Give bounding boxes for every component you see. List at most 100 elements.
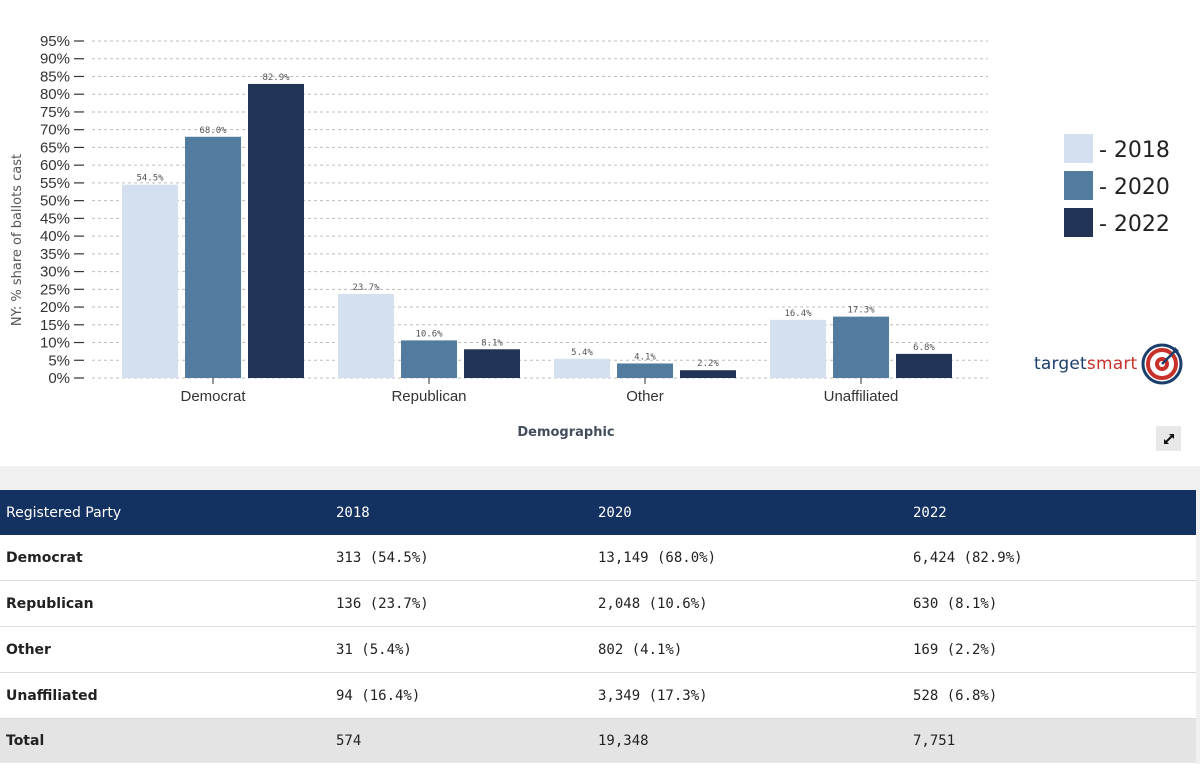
y-tick-label: 60% <box>40 157 70 174</box>
table-row: Democrat 313 (54.5%) 13,149 (68.0%) 6,42… <box>0 535 1196 581</box>
value-cell: 313 (54.5%) <box>330 535 592 581</box>
total-cell: 574 <box>330 718 592 763</box>
brand-name: targetsmart <box>1034 354 1138 374</box>
y-axis-title: NY: % share of ballots cast <box>10 154 25 326</box>
legend-label: - 2018 <box>1099 138 1170 163</box>
y-tick-label: 55% <box>40 175 70 192</box>
data-label: 2.2% <box>697 359 719 369</box>
section-divider <box>0 466 1200 490</box>
value-cell: 2,048 (10.6%) <box>592 580 907 627</box>
x-tick-label: Democrat <box>180 388 246 405</box>
value-cell: 169 (2.2%) <box>907 626 1196 673</box>
value-cell: 6,424 (82.9%) <box>907 535 1196 581</box>
x-axis-title: Demographic <box>517 425 614 440</box>
bar <box>338 293 394 378</box>
data-label: 68.0% <box>199 126 227 136</box>
value-cell: 136 (23.7%) <box>330 580 592 627</box>
bar <box>680 370 736 378</box>
value-cell: 630 (8.1%) <box>907 580 1196 627</box>
x-axis: Democrat Republican Other Unaffiliated <box>180 378 898 405</box>
bar <box>896 353 952 378</box>
targetsmart-logo: targetsmart <box>1034 342 1183 386</box>
value-cell: 528 (6.8%) <box>907 672 1196 719</box>
y-tick-label: 95% <box>40 33 70 50</box>
x-tick-label: Unaffiliated <box>824 388 899 405</box>
value-cell: 31 (5.4%) <box>330 626 592 673</box>
value-cell: 94 (16.4%) <box>330 672 592 719</box>
y-tick-label: 25% <box>40 281 70 298</box>
party-cell: Republican <box>0 580 330 627</box>
value-cell: 13,149 (68.0%) <box>592 535 907 581</box>
header-2020: 2020 <box>592 490 907 535</box>
data-label: 8.1% <box>481 338 503 348</box>
bar <box>617 363 673 378</box>
total-cell: 7,751 <box>907 718 1196 763</box>
bar-chart: 0%5%10%15%20%25%30%35%40%45%50%55%60%65%… <box>10 33 1170 440</box>
results-table: Registered Party 2018 2020 2022 Democrat… <box>0 490 1196 763</box>
y-tick-label: 40% <box>40 228 70 245</box>
legend-swatch <box>1064 208 1093 237</box>
data-label: 4.1% <box>634 352 656 362</box>
total-label-cell: Total <box>0 718 330 763</box>
bar <box>248 83 304 378</box>
bar <box>401 340 457 378</box>
data-label: 82.9% <box>262 73 290 83</box>
data-label: 6.8% <box>913 343 935 353</box>
y-tick-label: 65% <box>40 139 70 156</box>
table-row: Other 31 (5.4%) 802 (4.1%) 169 (2.2%) <box>0 626 1196 673</box>
table-row: Unaffiliated 94 (16.4%) 3,349 (17.3%) 52… <box>0 672 1196 719</box>
y-tick-label: 15% <box>40 317 70 334</box>
data-label: 16.4% <box>784 309 812 319</box>
expand-button[interactable] <box>1156 426 1181 451</box>
legend-swatch <box>1064 134 1093 163</box>
y-tick-label: 80% <box>40 86 70 103</box>
bar <box>122 184 178 378</box>
expand-icon <box>1163 433 1174 444</box>
y-tick-label: 90% <box>40 51 70 68</box>
party-cell: Democrat <box>0 535 330 581</box>
y-tick-label: 70% <box>40 122 70 139</box>
party-cell: Other <box>0 626 330 673</box>
y-tick-label: 0% <box>48 370 70 387</box>
data-label: 17.3% <box>847 306 875 316</box>
legend: - 2018 - 2020 - 2022 <box>1064 134 1170 237</box>
bar <box>770 319 826 378</box>
table-header-row: Registered Party 2018 2020 2022 <box>0 490 1196 535</box>
y-tick-label: 20% <box>40 299 70 316</box>
header-2018: 2018 <box>330 490 592 535</box>
party-cell: Unaffiliated <box>0 672 330 719</box>
chart-panel: 0% 5% 10% 15% 20% 25% 30% 35% 40% 45% 50% 55% 60% 65%… <box>10 33 1183 451</box>
x-tick-label: Other <box>626 388 664 405</box>
total-cell: 19,348 <box>592 718 907 763</box>
y-tick-label: 35% <box>40 246 70 263</box>
data-label: 54.5% <box>136 174 164 184</box>
data-label: 5.4% <box>571 348 593 358</box>
value-cell: 3,349 (17.3%) <box>592 672 907 719</box>
y-tick-label: 85% <box>40 68 70 85</box>
bar <box>185 136 241 378</box>
bar <box>554 358 610 378</box>
bar <box>833 316 889 378</box>
legend-label: - 2022 <box>1099 212 1170 237</box>
data-labels: 54.5% 68.0% 82.9% 23.7% 10.6% 8.1% 5.4% 4.1% 2.2… <box>136 73 935 369</box>
y-axis: 0%5%10%15%20%25%30%35%40%45%50%55%60%65%… <box>40 33 84 387</box>
table-total-row: Total 574 19,348 7,751 <box>0 718 1196 763</box>
y-tick-label: 30% <box>40 264 70 281</box>
table-right-edge <box>1196 466 1200 764</box>
legend-swatch <box>1064 171 1093 200</box>
bars <box>122 83 952 378</box>
y-tick-label: 50% <box>40 193 70 210</box>
x-tick-label: Republican <box>391 388 466 405</box>
y-tick-label: 5% <box>48 352 70 369</box>
table-row: Republican 136 (23.7%) 2,048 (10.6%) 630… <box>0 580 1196 627</box>
data-label: 23.7% <box>352 283 380 293</box>
header-2022: 2022 <box>907 490 1196 535</box>
y-tick-label: 45% <box>40 210 70 227</box>
y-tick-label: 10% <box>40 335 70 352</box>
bar <box>464 349 520 378</box>
y-tick-label: 75% <box>40 104 70 121</box>
data-label: 10.6% <box>415 329 443 339</box>
value-cell: 802 (4.1%) <box>592 626 907 673</box>
legend-label: - 2020 <box>1099 175 1170 200</box>
header-registered-party: Registered Party <box>0 490 330 535</box>
